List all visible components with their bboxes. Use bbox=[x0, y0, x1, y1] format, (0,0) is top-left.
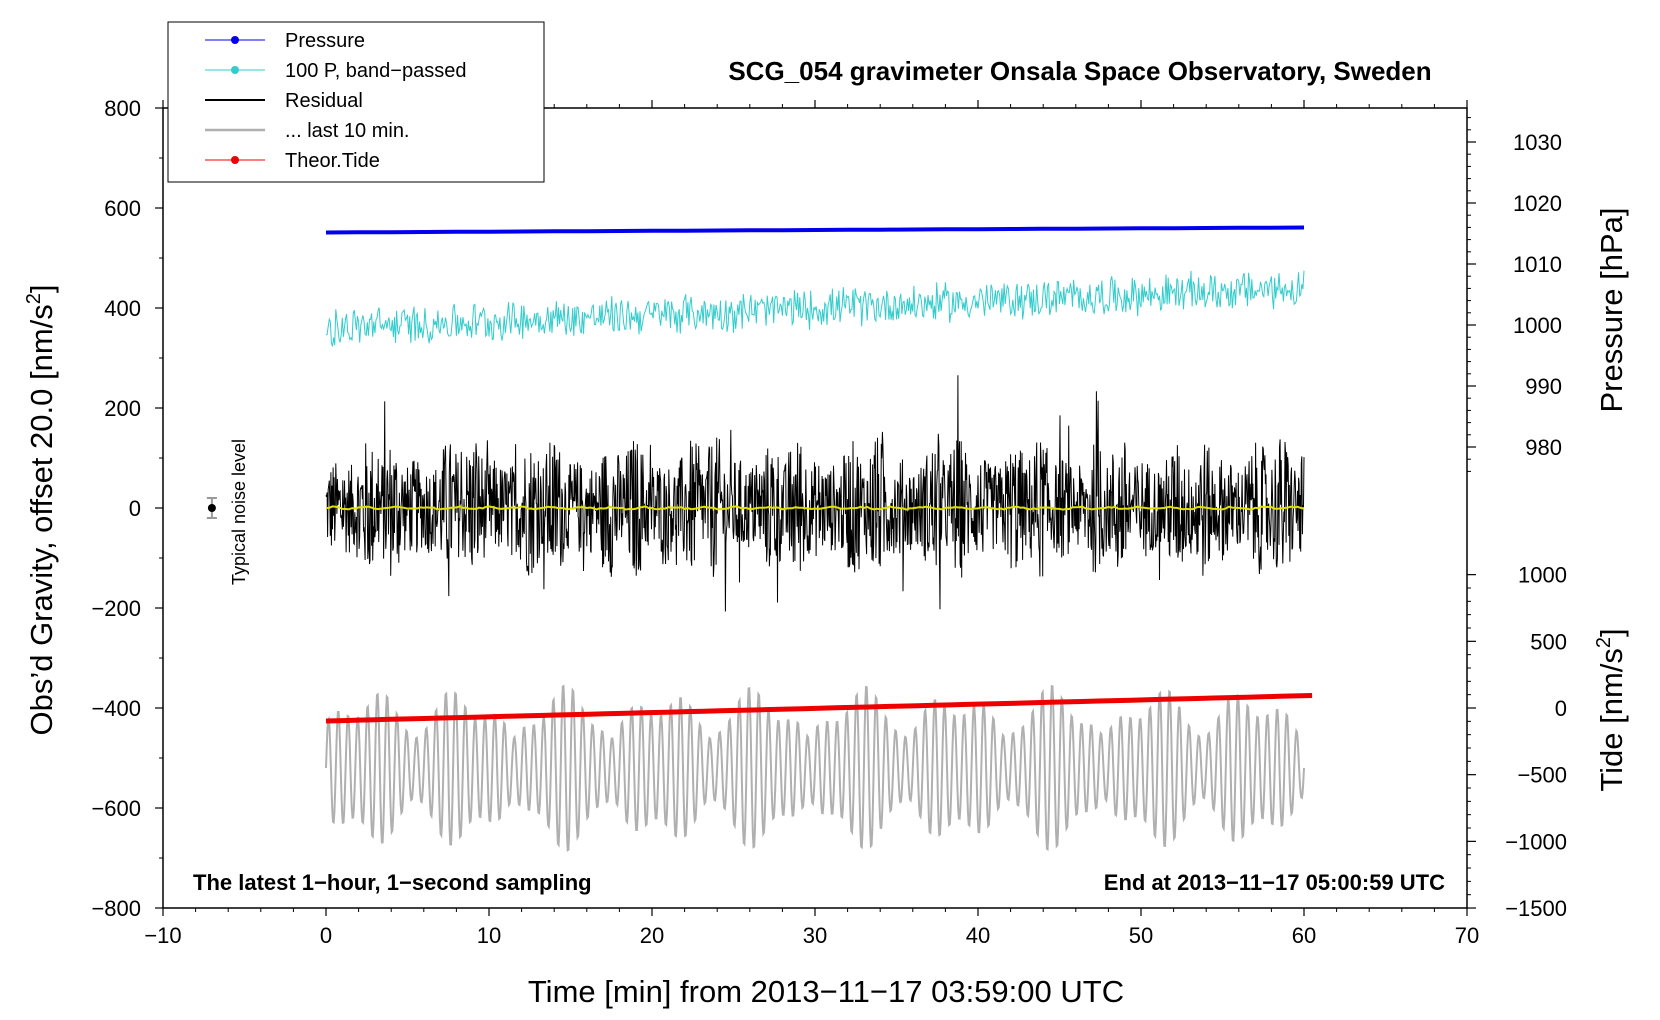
x-axis-label: Time [min] from 2013−11−17 03:59:00 UTC bbox=[528, 974, 1124, 1009]
y-tick-label: −600 bbox=[91, 796, 141, 821]
right-axis-ticks: 980 990 1000 1010 1020 1030 −1500 −1000 −500 0 500… bbox=[1467, 117, 1567, 921]
x-tick-label: 40 bbox=[966, 923, 990, 948]
series-pressure-bandpassed bbox=[325, 270, 1305, 347]
data-layer bbox=[325, 225, 1313, 852]
pressure-tick-label: 980 bbox=[1525, 435, 1562, 460]
tide-tick-label: −1000 bbox=[1505, 829, 1567, 854]
pressure-tick-label: 1030 bbox=[1513, 130, 1562, 155]
x-tick-label: 60 bbox=[1292, 923, 1316, 948]
y-tick-label: −200 bbox=[91, 596, 141, 621]
noise-level-label: Typical noise level bbox=[229, 439, 249, 585]
legend-entry: Pressure bbox=[285, 30, 365, 52]
tide-tick-label: −1500 bbox=[1505, 896, 1567, 921]
y-axis-label-pressure: Pressure [hPa] bbox=[1594, 207, 1629, 412]
series-pressure bbox=[325, 225, 1305, 235]
annotation-end-time: End at 2013−11−17 05:00:59 UTC bbox=[1104, 870, 1445, 895]
y-tick-label: −800 bbox=[91, 896, 141, 921]
legend-entry: 100 P, band−passed bbox=[285, 60, 466, 82]
x-tick-label: 70 bbox=[1455, 923, 1479, 948]
chart-title: SCG_054 gravimeter Onsala Space Observat… bbox=[728, 56, 1431, 86]
legend: Pressure 100 P, band−passed Residual ... la… bbox=[167, 21, 545, 183]
series-last-10-min bbox=[325, 684, 1305, 852]
tide-tick-label: −500 bbox=[1517, 763, 1567, 788]
pressure-tick-label: 1000 bbox=[1513, 313, 1562, 338]
pressure-tick-label: 990 bbox=[1525, 374, 1562, 399]
series-residual-smoothed bbox=[325, 505, 1305, 511]
y-tick-label: 200 bbox=[104, 396, 141, 421]
pressure-tick-label: 1020 bbox=[1513, 191, 1562, 216]
x-tick-label: −10 bbox=[144, 923, 181, 948]
legend-marker bbox=[231, 36, 239, 44]
legend-entry: Residual bbox=[285, 90, 363, 112]
y-tick-label: 800 bbox=[104, 96, 141, 121]
x-tick-label: 20 bbox=[640, 923, 664, 948]
y-axis-label-left: Obs’d Gravity, offset 20.0 [nm/s2] bbox=[23, 284, 59, 735]
series-theoretical-tide bbox=[325, 693, 1313, 724]
legend-box bbox=[167, 21, 545, 183]
legend-entry: Theor.Tide bbox=[285, 150, 380, 172]
noise-point bbox=[207, 504, 216, 512]
x-axis-ticks: −10 0 10 20 30 40 50 60 70 bbox=[144, 100, 1479, 948]
pressure-tick-label: 1010 bbox=[1513, 252, 1562, 277]
legend-marker bbox=[231, 156, 239, 164]
legend-marker bbox=[231, 66, 239, 74]
y-tick-label: −400 bbox=[91, 696, 141, 721]
noise-marker bbox=[206, 497, 217, 519]
y-axis-label-tide: Tide [nm/s2] bbox=[1593, 628, 1629, 791]
x-tick-label: 0 bbox=[320, 923, 332, 948]
tide-tick-label: 500 bbox=[1530, 629, 1567, 654]
x-tick-label: 10 bbox=[477, 923, 501, 948]
legend-entry: ... last 10 min. bbox=[285, 120, 410, 142]
tide-tick-label: 1000 bbox=[1518, 563, 1567, 588]
y-tick-label: 0 bbox=[129, 496, 141, 521]
annotation-sampling: The latest 1−hour, 1−second sampling bbox=[193, 870, 592, 895]
y-tick-label: 600 bbox=[104, 196, 141, 221]
series-residual bbox=[325, 375, 1305, 612]
x-tick-label: 30 bbox=[803, 923, 827, 948]
tide-tick-label: 0 bbox=[1555, 696, 1567, 721]
y-tick-label: 400 bbox=[104, 296, 141, 321]
y-axis-ticks: −800 −600 −400 −200 0 200 400 600 800 bbox=[91, 96, 163, 921]
x-tick-label: 50 bbox=[1129, 923, 1153, 948]
